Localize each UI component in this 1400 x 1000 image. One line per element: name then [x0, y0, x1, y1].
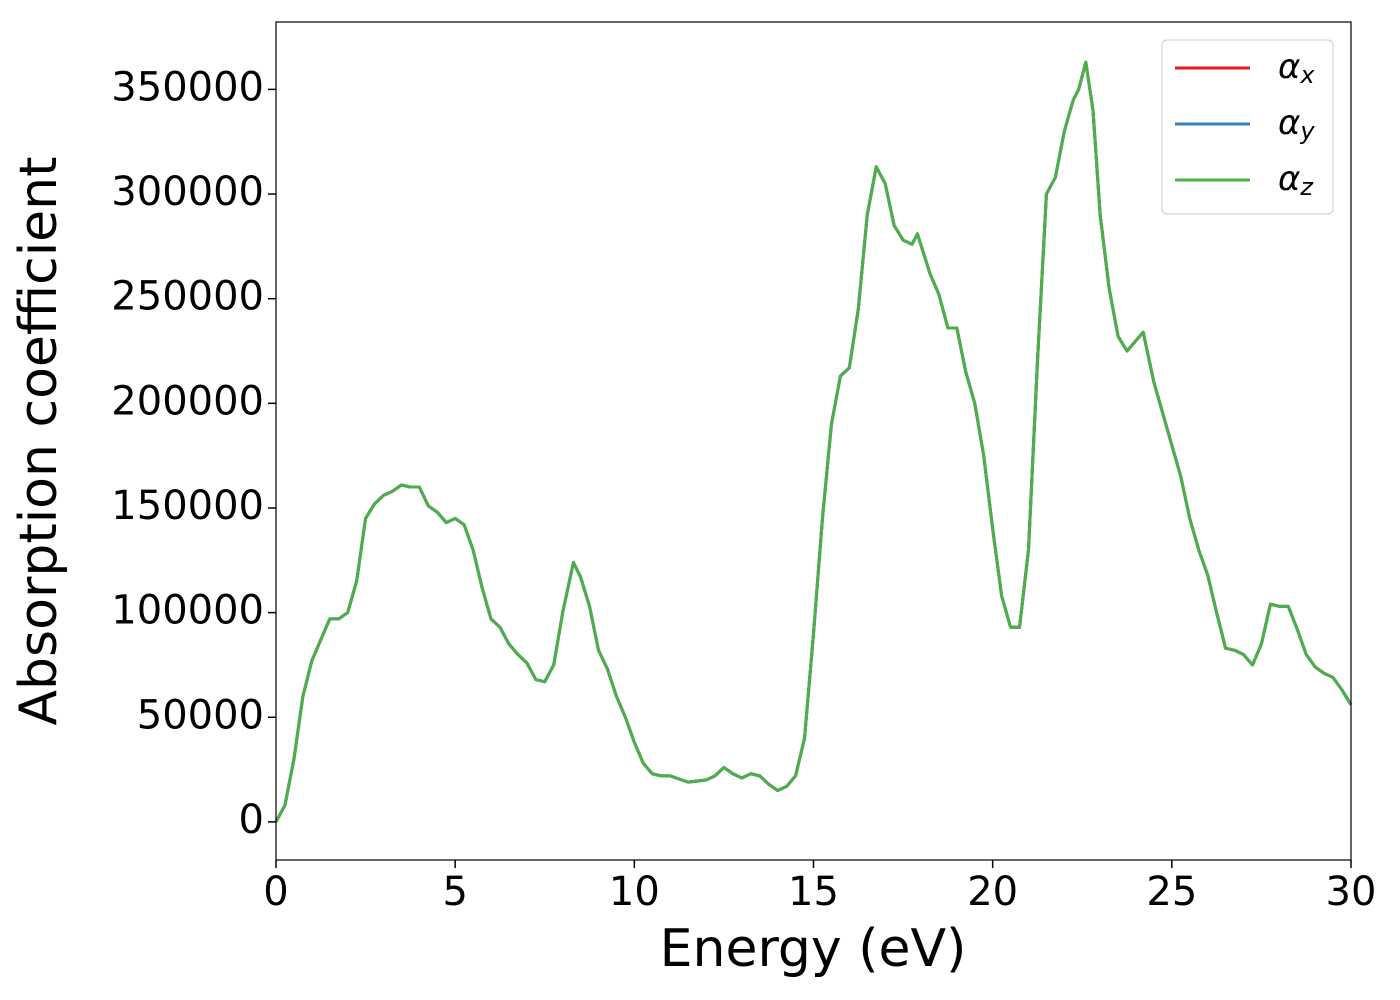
- y-tick-label: 200000: [111, 378, 264, 424]
- legend-label: αz: [1278, 159, 1314, 202]
- y-tick-label: 100000: [111, 588, 264, 634]
- y-tick-label: 150000: [111, 483, 264, 529]
- x-tick-label: 5: [442, 869, 467, 915]
- x-tick-label: 0: [263, 869, 288, 915]
- legend: αx αy αz: [1161, 39, 1334, 215]
- x-tick-label: 15: [788, 869, 839, 915]
- x-tick-label: 30: [1326, 869, 1377, 915]
- y-tick-label: 250000: [111, 274, 264, 320]
- x-axis-label: Energy (eV): [660, 919, 967, 979]
- x-tick-label: 25: [1146, 869, 1197, 915]
- plot-frame: [275, 21, 1352, 861]
- x-tick-label: 20: [967, 869, 1018, 915]
- x-tick-label: 10: [609, 869, 660, 915]
- y-axis-label: Absorption coefficient: [9, 156, 69, 725]
- y-tick-label: 50000: [137, 692, 264, 738]
- y-tick-label: 300000: [111, 169, 264, 215]
- legend-label: αy: [1278, 103, 1315, 146]
- legend-box: [1161, 39, 1334, 215]
- y-tick-label: 0: [239, 797, 264, 843]
- y-tick-label: 350000: [111, 64, 264, 110]
- data-line: [274, 60, 1353, 823]
- legend-label: αx: [1278, 47, 1315, 90]
